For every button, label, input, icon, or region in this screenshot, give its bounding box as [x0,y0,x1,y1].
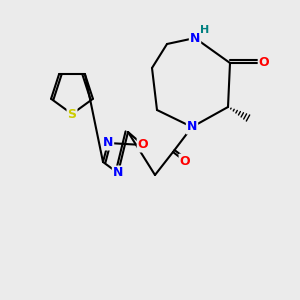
Text: H: H [200,25,210,35]
Text: N: N [187,121,197,134]
Text: S: S [68,107,76,121]
Text: N: N [103,136,113,149]
Text: O: O [259,56,269,70]
Text: O: O [180,155,190,168]
Text: N: N [190,32,200,44]
Text: O: O [138,139,148,152]
Text: N: N [113,167,123,179]
